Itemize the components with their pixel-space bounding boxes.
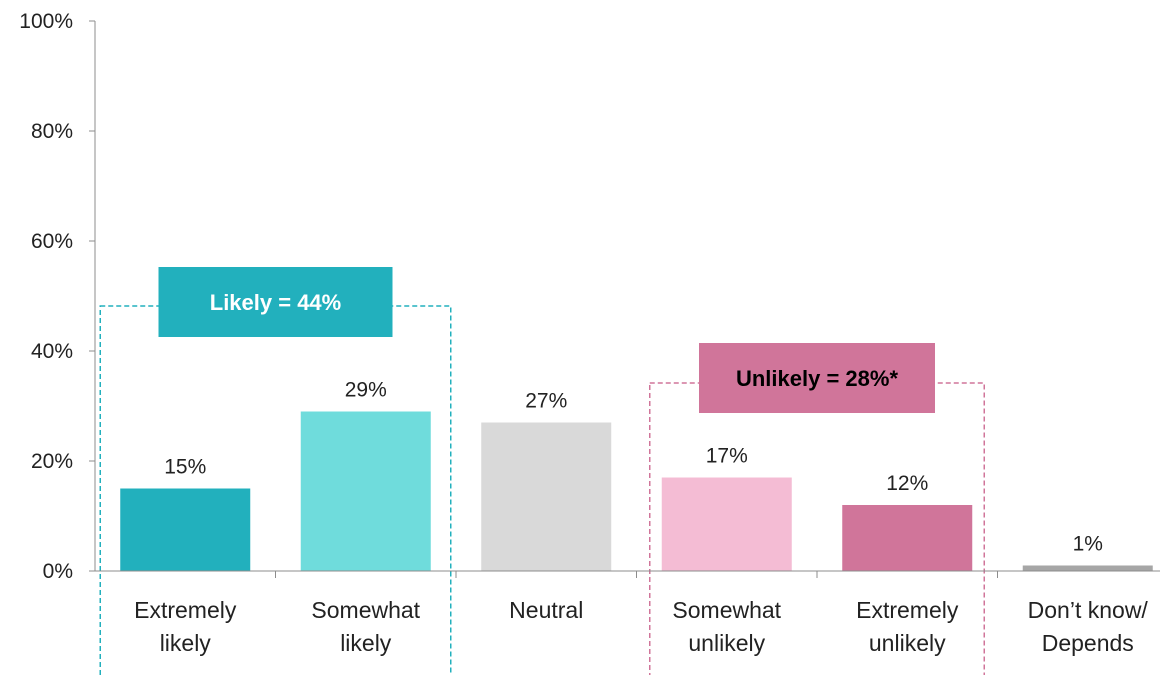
- group-annotations: Likely = 44% Unlikely = 28%*: [99, 267, 985, 675]
- group-label: Likely = 44%: [210, 290, 341, 315]
- y-tick-label: 0%: [43, 560, 73, 583]
- category-label: Extremely likely: [134, 597, 237, 656]
- data-label: 27%: [525, 390, 567, 413]
- bar: [1022, 565, 1153, 571]
- category-label: Somewhat unlikely: [672, 597, 781, 656]
- category-label: Neutral: [509, 597, 583, 623]
- group-outline: [99, 305, 452, 675]
- data-label: 15%: [164, 456, 206, 479]
- category-label: Don’t know/Depends: [1028, 597, 1149, 656]
- bar: [300, 411, 431, 571]
- group-label: Unlikely = 28%*: [736, 366, 898, 391]
- category-label: Extremely unlikely: [856, 597, 959, 656]
- y-tick-label: 40%: [31, 340, 73, 363]
- bar: [661, 477, 792, 571]
- category-label: Somewhat likely: [311, 597, 420, 656]
- x-axis: Extremely likely Somewhat likely Neutral Some…: [95, 570, 1160, 656]
- y-tick-label: 80%: [31, 120, 73, 143]
- group-label-box: [699, 343, 935, 413]
- bar: [481, 422, 612, 571]
- bar: [842, 505, 973, 571]
- data-label: 12%: [886, 472, 928, 495]
- data-label: 29%: [345, 379, 387, 402]
- y-tick-label: 100%: [19, 10, 73, 33]
- bar: [120, 488, 251, 571]
- group-outline: [649, 382, 985, 675]
- bars: 15% 29% 27% 17% 12% 1%: [120, 379, 1153, 571]
- y-tick-label: 60%: [31, 230, 73, 253]
- y-tick-label: 20%: [31, 450, 73, 473]
- data-label: 17%: [706, 445, 748, 468]
- data-label: 1%: [1073, 533, 1103, 556]
- y-axis: 0% 20% 40% 60% 80% 100%: [19, 10, 96, 583]
- group-label-box: [158, 267, 393, 337]
